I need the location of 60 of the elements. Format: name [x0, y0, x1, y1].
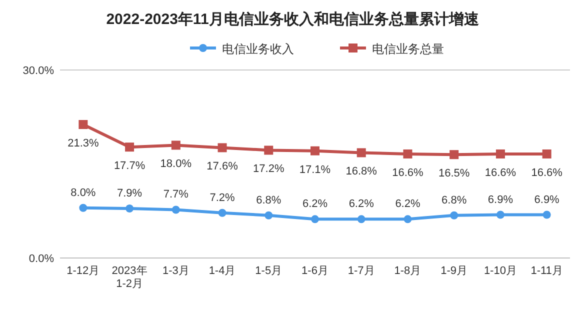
point	[172, 206, 180, 214]
point	[357, 215, 366, 224]
point	[496, 149, 505, 158]
x-tick-label: 1-7月	[348, 265, 375, 277]
x-tick-label: 1-4月	[208, 265, 236, 277]
point	[125, 142, 134, 152]
x-tick-label: 1-12月	[66, 265, 100, 277]
data-label: 16.8%	[346, 166, 378, 178]
data-label: 16.5%	[438, 168, 470, 180]
point	[126, 204, 134, 212]
point	[311, 215, 319, 224]
data-label: 21.3%	[68, 138, 99, 150]
point	[310, 146, 320, 156]
point	[496, 210, 504, 219]
data-label: 18.0%	[160, 158, 192, 170]
data-label: 16.6%	[531, 166, 563, 179]
data-label: 7.9%	[117, 187, 142, 200]
data-label: 16.6%	[484, 166, 516, 179]
legend-label: 电信业务总量	[372, 42, 444, 56]
point	[450, 211, 458, 220]
x-tick-label: 2023年 1-2月	[112, 265, 148, 290]
x-tick-label: 1-10月	[484, 265, 517, 277]
point	[79, 204, 88, 212]
data-label: 17.7%	[114, 160, 146, 172]
chart-title: 2022-2023年11月电信业务收入和电信业务总量累计增速	[106, 11, 480, 28]
point	[404, 215, 412, 224]
data-label: 6.2%	[395, 198, 420, 210]
y-tick-label: 30.0%	[22, 65, 54, 77]
data-label: 6.8%	[256, 194, 282, 206]
data-label: 7.7%	[163, 188, 189, 201]
data-label: 17.6%	[206, 160, 238, 173]
data-label: 8.0%	[70, 186, 96, 199]
x-tick-label: 1-8月	[394, 265, 422, 277]
point	[450, 150, 459, 160]
legend-label: 电信业务收入	[222, 42, 294, 56]
y-tick-label: 0.0%	[28, 253, 54, 265]
data-label: 7.2%	[210, 192, 236, 204]
point	[171, 140, 180, 150]
point	[218, 143, 227, 152]
x-tick-label: 1-3月	[162, 265, 190, 277]
point	[356, 148, 366, 158]
data-label: 16.6%	[392, 166, 424, 179]
point	[403, 149, 412, 158]
data-label: 6.9%	[534, 194, 560, 206]
data-label: 17.2%	[253, 163, 284, 176]
x-tick-label: 1-11月	[530, 265, 563, 277]
data-label: 6.2%	[302, 198, 328, 210]
x-tick-label: 1-5月	[255, 265, 282, 277]
data-label: 17.1%	[299, 164, 331, 176]
point	[78, 120, 88, 130]
point	[264, 211, 273, 220]
point	[542, 149, 552, 158]
data-label: 6.9%	[488, 194, 514, 206]
data-label: 6.2%	[348, 198, 374, 210]
point	[542, 210, 551, 219]
point	[264, 146, 274, 155]
data-label: 6.8%	[442, 194, 467, 206]
x-tick-label: 1-9月	[440, 265, 468, 277]
point	[218, 208, 226, 217]
x-tick-label: 1-6月	[302, 265, 328, 277]
